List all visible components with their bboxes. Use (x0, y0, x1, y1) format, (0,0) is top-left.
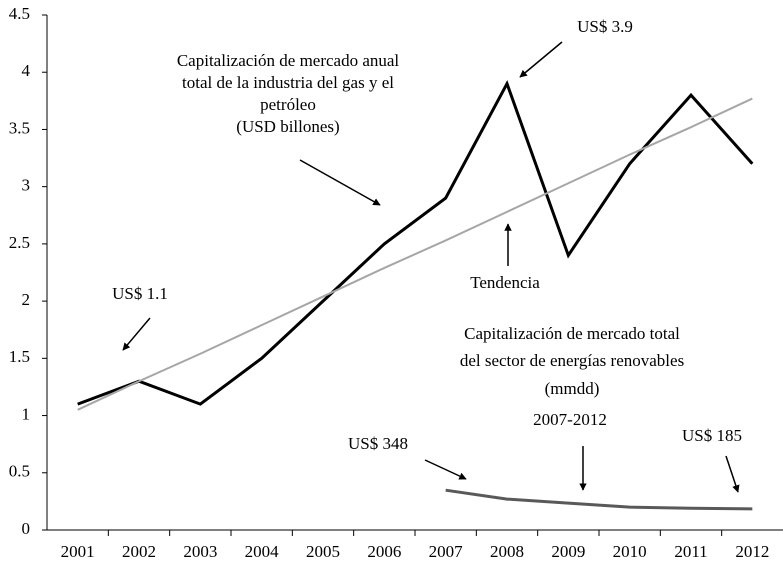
y-tick-label: 3.5 (9, 118, 30, 137)
x-tick-label: 2008 (490, 542, 524, 561)
arrow (424, 459, 467, 480)
x-tick-label: 2010 (613, 542, 647, 561)
arrows (122, 41, 740, 493)
x-tick-label: 2006 (367, 542, 401, 561)
annotation: US$ 1.1 (112, 284, 168, 303)
x-tick-label: 2005 (306, 542, 340, 561)
y-tick-label: 0 (22, 519, 31, 538)
arrow (519, 41, 563, 78)
x-tick-label: 2001 (61, 542, 95, 561)
series-line (77, 79, 754, 406)
arrow (122, 317, 151, 351)
x-tick-label: 2003 (183, 542, 217, 561)
x-tick-label: 2004 (245, 542, 280, 561)
annotation: Tendencia (470, 273, 540, 292)
annotation: US$ 348 (348, 434, 408, 453)
y-tick-label: 3 (22, 176, 31, 195)
annotation: (mmdd) (545, 379, 600, 398)
y-tick-label: 4.5 (9, 4, 30, 23)
annotation: Capitalización de mercado anual (177, 51, 400, 70)
annotation: US$ 3.9 (577, 17, 633, 36)
x-tick-label: 2007 (429, 542, 464, 561)
y-tick-label: 4 (22, 61, 31, 80)
y-tick-label: 1.5 (9, 347, 30, 366)
annotation: US$ 185 (682, 426, 742, 445)
series-line (445, 488, 753, 511)
annotation: (USD billones) (236, 117, 339, 136)
x-tick-label: 2002 (122, 542, 156, 561)
series-line (77, 97, 753, 411)
x-tick-label: 2012 (735, 542, 769, 561)
annotation: del sector de energías renovables (460, 351, 684, 370)
annotations: Capitalización de mercado anual total de… (112, 17, 742, 453)
annotation: total de la industria del gas y el (182, 73, 394, 92)
annotation: 2007-2012 (533, 410, 607, 429)
y-tick-label: 1 (22, 404, 31, 423)
arrow (725, 455, 740, 493)
y-tick-label: 0.5 (9, 462, 30, 481)
y-tick-label: 2 (22, 290, 31, 309)
arrow (299, 159, 381, 206)
y-tick-label: 2.5 (9, 233, 30, 252)
x-tick-label: 2009 (551, 542, 585, 561)
annotation: petróleo (260, 95, 316, 114)
annotation: Capitalización de mercado total (464, 324, 680, 343)
x-tick-label: 2011 (674, 542, 707, 561)
